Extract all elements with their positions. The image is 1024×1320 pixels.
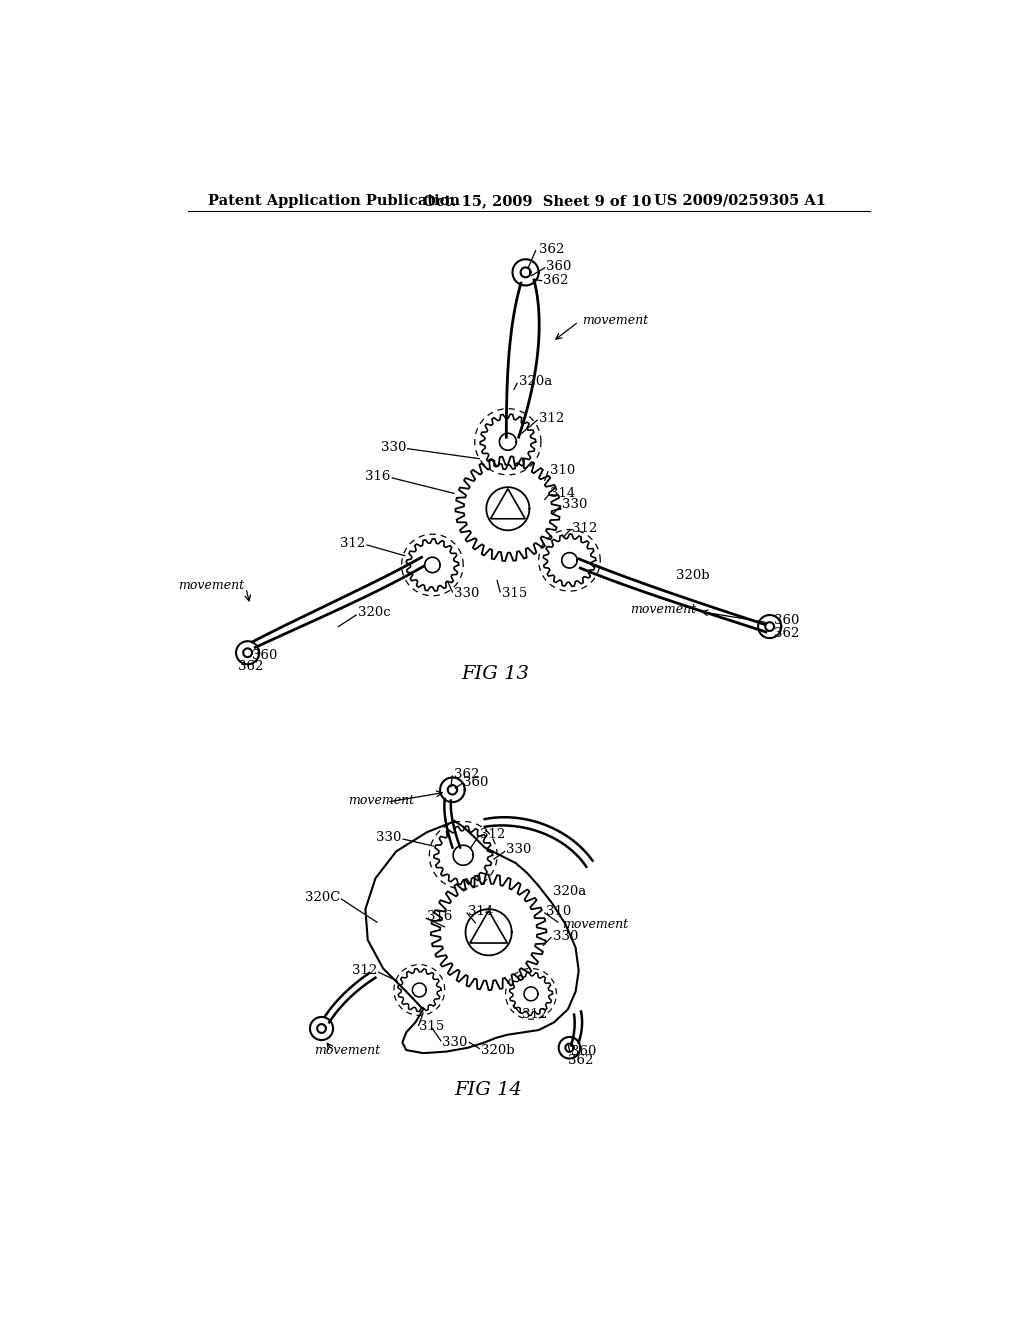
Text: 360: 360 — [774, 614, 800, 627]
Text: 320a: 320a — [553, 884, 586, 898]
Text: 362: 362 — [543, 273, 568, 286]
Text: 312: 312 — [340, 537, 366, 550]
Text: 330: 330 — [562, 499, 587, 511]
Text: 330: 330 — [381, 441, 407, 454]
Text: 362: 362 — [454, 768, 479, 781]
Text: 320b: 320b — [481, 1044, 514, 1056]
Text: 310: 310 — [547, 906, 571, 917]
Text: 330: 330 — [376, 832, 401, 843]
Text: 330: 330 — [442, 1036, 468, 1049]
Text: movement: movement — [313, 1044, 380, 1056]
Text: 312: 312 — [571, 521, 597, 535]
Text: 362: 362 — [774, 627, 800, 640]
Text: 315: 315 — [419, 1020, 444, 1034]
Text: 360: 360 — [571, 1045, 596, 1059]
Text: 315: 315 — [502, 587, 527, 601]
Text: 316: 316 — [427, 911, 453, 924]
Text: 330: 330 — [454, 587, 479, 601]
Text: movement: movement — [348, 795, 414, 807]
Text: 312: 312 — [480, 828, 506, 841]
Text: 360: 360 — [252, 648, 278, 661]
Text: movement: movement — [582, 314, 648, 326]
Text: FIG 13: FIG 13 — [462, 665, 529, 684]
Text: 330: 330 — [553, 929, 578, 942]
Text: 362: 362 — [239, 660, 264, 673]
Text: 320a: 320a — [519, 375, 553, 388]
Text: movement: movement — [631, 603, 696, 616]
Text: US 2009/0259305 A1: US 2009/0259305 A1 — [654, 194, 826, 207]
Text: Patent Application Publication: Patent Application Publication — [208, 194, 460, 207]
Text: movement: movement — [178, 579, 245, 593]
Text: 312: 312 — [539, 412, 564, 425]
Text: 362: 362 — [568, 1055, 593, 1068]
Text: 360: 360 — [547, 260, 571, 273]
Text: movement: movement — [562, 917, 628, 931]
Text: Oct. 15, 2009  Sheet 9 of 10: Oct. 15, 2009 Sheet 9 of 10 — [423, 194, 651, 207]
Text: FIG 14: FIG 14 — [454, 1081, 522, 1100]
Text: 320C: 320C — [304, 891, 340, 904]
Text: 314: 314 — [468, 906, 494, 917]
Text: 362: 362 — [539, 243, 564, 256]
Text: 312: 312 — [351, 964, 377, 977]
Text: 310: 310 — [550, 463, 575, 477]
Text: 314: 314 — [550, 487, 575, 500]
Text: 360: 360 — [463, 776, 488, 788]
Text: 320b: 320b — [676, 569, 710, 582]
Text: 316: 316 — [366, 470, 391, 483]
Text: 330: 330 — [506, 843, 531, 857]
Text: 320c: 320c — [357, 606, 390, 619]
Text: 312: 312 — [521, 1008, 547, 1022]
